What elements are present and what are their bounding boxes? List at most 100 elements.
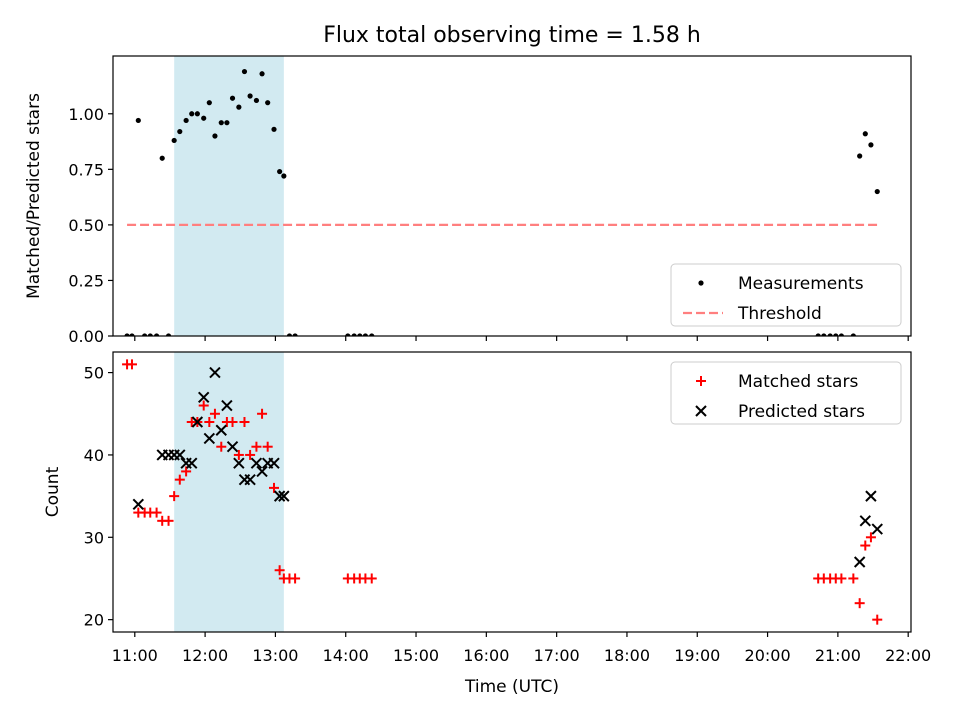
data-point	[269, 482, 280, 493]
ratio-panel-ylabel: Matched/Predicted stars	[24, 93, 44, 299]
data-point	[853, 556, 866, 568]
data-point	[273, 490, 286, 502]
data-point	[262, 441, 273, 452]
data-point	[206, 100, 212, 106]
data-point	[366, 573, 377, 584]
data-point	[369, 333, 375, 336]
data-point	[286, 333, 293, 336]
legend-label: Predicted stars	[738, 402, 865, 422]
data-point	[281, 173, 287, 179]
x-tick-label: 12:00	[182, 646, 228, 665]
count-panel-xlabel: Time (UTC)	[464, 677, 559, 697]
count-highlight-span	[174, 352, 284, 632]
data-point	[233, 457, 245, 469]
count-series-predicted-stars	[132, 366, 883, 568]
data-point	[181, 466, 192, 477]
ratio-axes-frame	[112, 55, 912, 337]
legend-key-matched-stars	[696, 376, 706, 386]
x-tick-label: 15:00	[393, 646, 439, 665]
data-point	[124, 333, 130, 336]
data-point	[229, 95, 236, 101]
data-point	[197, 391, 210, 404]
data-point	[174, 474, 185, 485]
data-point	[212, 133, 218, 139]
data-point	[292, 333, 298, 336]
data-point	[848, 573, 859, 584]
legend-box	[670, 263, 902, 327]
data-point	[277, 168, 283, 175]
chart-title: Flux total observing time = 1.58 h	[323, 23, 701, 48]
legend-label: Threshold	[737, 304, 822, 324]
data-point	[216, 441, 227, 452]
data-point	[357, 333, 363, 336]
ratio-highlight-span	[174, 56, 284, 336]
data-point	[186, 457, 198, 469]
data-point	[838, 333, 844, 336]
data-point	[259, 71, 265, 77]
data-point	[241, 68, 248, 75]
data-point	[253, 97, 260, 104]
data-point	[135, 117, 141, 124]
data-point	[194, 111, 200, 117]
data-point	[865, 532, 876, 543]
data-point	[203, 432, 216, 445]
data-point	[874, 188, 880, 195]
data-point	[256, 465, 268, 478]
data-point	[854, 598, 865, 609]
data-point	[183, 117, 189, 124]
count-panel: 20 30 40 50 11:00 12:00 13:00 14:00 15:00 16:00 17…	[84, 351, 931, 665]
data-point	[871, 523, 883, 535]
data-point	[865, 490, 877, 502]
data-point	[271, 126, 277, 132]
y-tick-label: 0.50	[68, 216, 104, 235]
data-point	[247, 93, 253, 99]
data-point	[345, 333, 351, 336]
data-point	[163, 515, 174, 526]
ratio-plot-area	[124, 68, 880, 336]
data-point	[227, 417, 238, 427]
y-tick-label: 0.25	[68, 271, 104, 290]
data-point	[151, 507, 162, 518]
data-point	[833, 333, 839, 336]
data-point	[351, 333, 357, 336]
count-series-matched-stars	[122, 359, 883, 625]
data-point	[278, 490, 290, 502]
data-point	[857, 153, 863, 159]
legend-key-measurements	[698, 280, 704, 286]
data-point	[236, 104, 242, 110]
x-tick-label: 20:00	[745, 646, 791, 665]
data-point	[362, 333, 369, 336]
data-point	[191, 416, 204, 428]
data-point	[860, 540, 871, 551]
data-point	[862, 131, 868, 137]
x-tick-label: 16:00	[463, 646, 509, 665]
data-point	[147, 333, 153, 336]
data-point	[201, 115, 207, 121]
y-tick-label: 20	[84, 611, 104, 630]
count-axes-frame	[112, 351, 912, 633]
data-point	[245, 449, 256, 460]
x-tick-label: 17:00	[534, 646, 580, 665]
data-point	[821, 333, 827, 336]
y-tick-label: 50	[84, 364, 104, 383]
data-point	[239, 417, 250, 427]
data-point	[142, 333, 148, 336]
x-tick-label: 13:00	[252, 646, 298, 665]
data-point	[274, 565, 285, 576]
y-tick-label: 40	[84, 446, 104, 465]
data-point	[827, 333, 833, 336]
data-point	[224, 120, 230, 126]
data-point	[265, 100, 271, 106]
x-tick-label: 18:00	[604, 646, 650, 665]
data-point	[132, 498, 145, 511]
data-point	[251, 441, 262, 452]
data-point	[257, 408, 268, 419]
data-point	[204, 417, 215, 427]
count-legend: Matched stars Predicted stars	[670, 361, 902, 425]
y-tick-label: 1.00	[68, 105, 104, 124]
data-point	[836, 573, 847, 584]
count-panel-ylabel: Count	[43, 466, 63, 517]
y-tick-label: 0.00	[68, 327, 104, 346]
data-point	[221, 399, 233, 412]
